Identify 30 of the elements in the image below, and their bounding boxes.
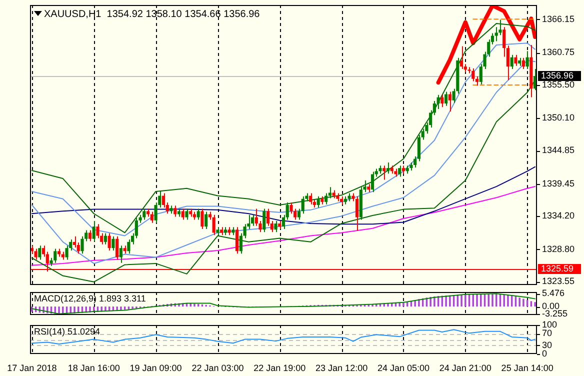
y-tick-label: 1334.20 [542, 210, 575, 221]
chart-title: XAUUSD,H1 1354.92 1358.10 1354.66 1356.96 [44, 8, 260, 20]
x-tick-label: 17 Jan 2018 [7, 363, 57, 374]
x-tick-label: 19 Jan 09:00 [130, 363, 182, 374]
y-tick-label: 5.476 [542, 288, 565, 298]
x-tick-label: 24 Jan 21:00 [439, 363, 492, 374]
y-tick-label: 70 [542, 328, 552, 338]
y-tick-label: 0 [542, 348, 548, 359]
x-tick-label: 23 Jan 12:00 [316, 363, 368, 374]
y-tick-label: 30 [542, 340, 552, 350]
x-tick-label: 22 Jan 19:00 [254, 363, 306, 374]
x-tick-label: 22 Jan 03:00 [192, 363, 244, 374]
y-tick-label: 1344.85 [542, 145, 575, 156]
ref-line-label: 1356.96 [541, 70, 574, 80]
y-tick-label: 1339.45 [542, 178, 575, 188]
y-tick-label: 1355.50 [542, 79, 575, 90]
y-tick-label: 0.00 [542, 301, 560, 312]
y-tick-label: 100 [542, 319, 558, 330]
y-tick-label: 1328.80 [542, 244, 575, 254]
chart-title: MACD(12,26,9) 1.893 3.311 [34, 293, 146, 304]
ref-line-label: 1325.59 [541, 263, 574, 274]
chart-title: RSI(14) 51.0294 [34, 326, 100, 336]
x-tick-label: 18 Jan 16:00 [68, 363, 120, 374]
y-tick-label: -3.255 [542, 308, 568, 319]
y-tick-label: 1323.55 [542, 276, 575, 286]
y-tick-label: 1350.10 [542, 112, 575, 123]
x-tick-label: 25 Jan 14:00 [501, 363, 554, 374]
y-tick-label: 1366.15 [542, 14, 575, 24]
y-tick-label: 1360.75 [542, 47, 575, 58]
x-tick-label: 24 Jan 05:00 [377, 363, 430, 374]
